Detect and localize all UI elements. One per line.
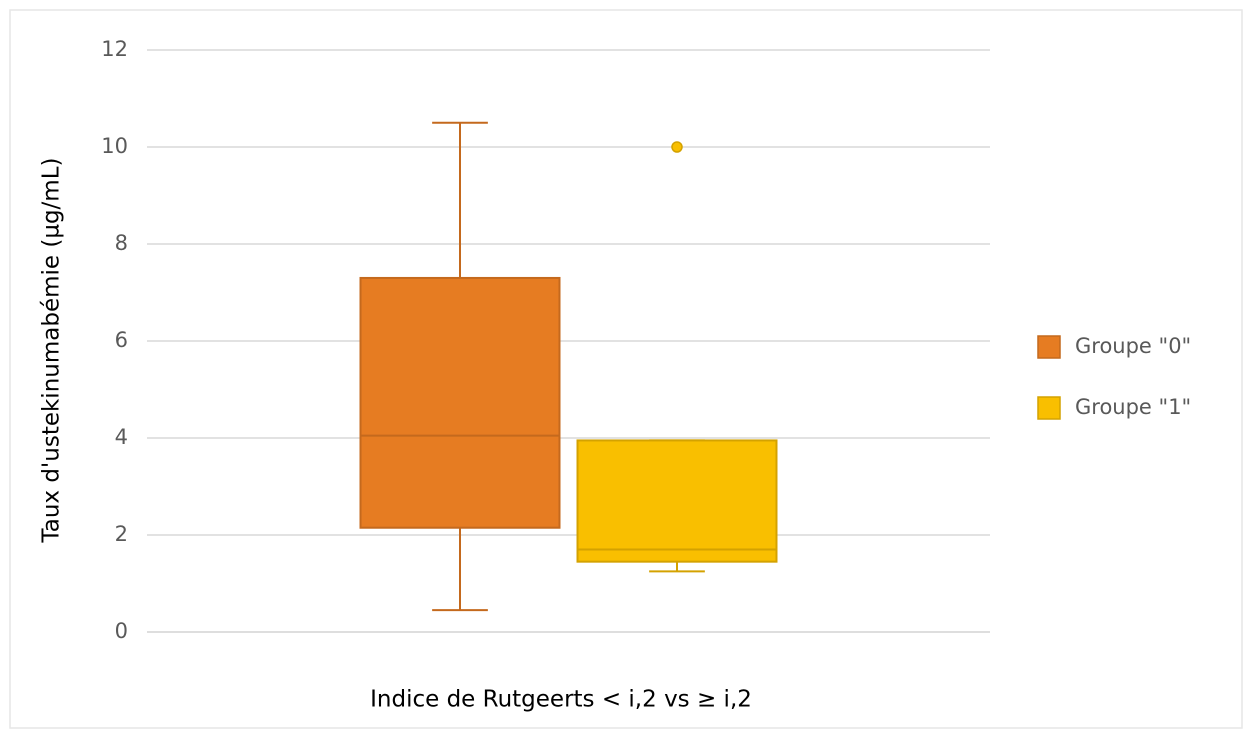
- outlier: [671, 141, 683, 153]
- chart-frame: [9, 9, 1243, 729]
- box: [359, 276, 561, 529]
- legend-label: Groupe "1": [1075, 395, 1191, 419]
- y-tick-label: 6: [115, 328, 128, 352]
- y-tick-label: 4: [115, 425, 128, 449]
- x-axis-title: Indice de Rutgeerts < i,2 vs ≥ i,2: [370, 687, 752, 713]
- legend-swatch: [1037, 396, 1061, 420]
- legend-swatch: [1037, 335, 1061, 359]
- y-tick-label: 12: [101, 37, 128, 61]
- y-axis-title: Taux d'ustekinumabémie (µg/mL): [39, 157, 65, 543]
- box: [576, 439, 778, 563]
- y-tick-label: 10: [101, 134, 128, 158]
- legend-label: Groupe "0": [1075, 334, 1191, 358]
- y-tick-label: 8: [115, 231, 128, 255]
- y-tick-label: 0: [115, 619, 128, 643]
- y-tick-label: 2: [115, 522, 128, 546]
